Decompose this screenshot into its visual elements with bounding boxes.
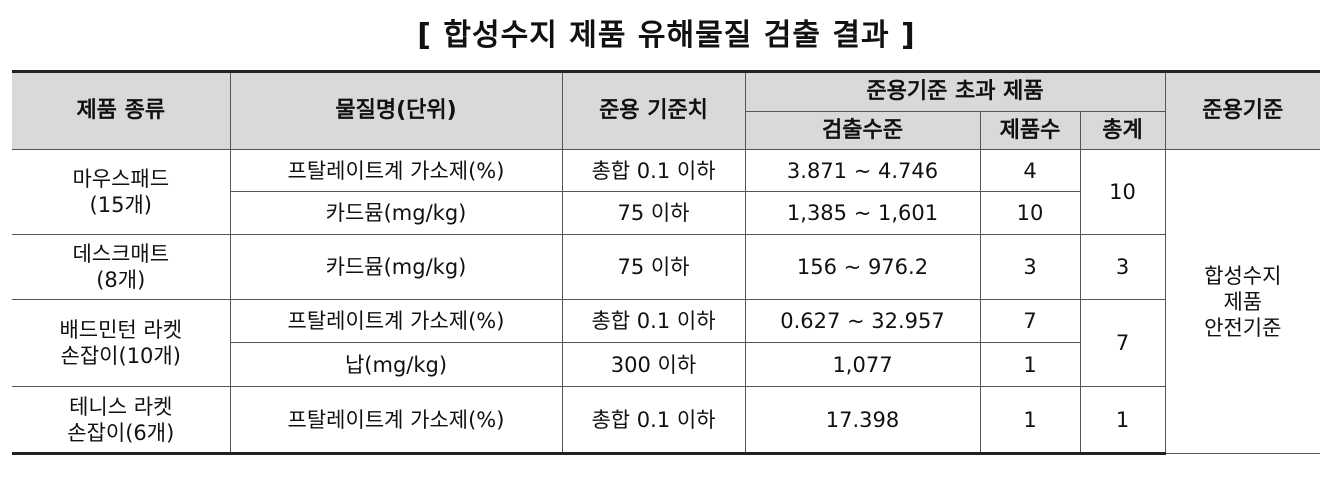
cell-line: 마우스패드	[72, 167, 170, 191]
header-cell: 물질명(단위)	[229, 70, 563, 150]
header-cell: 준용기준	[1164, 70, 1321, 150]
detected-cell: 1,385 ~ 1,601	[744, 191, 981, 235]
header-cell: 제품수	[979, 111, 1081, 150]
standard-value-cell: 75 이하	[561, 234, 746, 300]
substance-cell: 프탈레이트계 가소제(%)	[229, 149, 563, 192]
title: [ 합성수지 제품 유해물질 검출 결과 ]	[417, 18, 916, 53]
standard-value-cell: 300 이하	[561, 342, 746, 387]
standard-value-cell: 총합 0.1 이하	[561, 386, 746, 455]
substance-cell: 카드뮴(mg/kg)	[230, 191, 563, 235]
table-row: 배드민턴 라켓 손잡이(10개) 프탈레이트계 가소제(%) 총합 0.1 이하 0.6…	[12, 299, 1320, 387]
table-row: 테니스 라켓 손잡이(6개) 프탈레이트계 가소제(%) 총합 0.1 이하 17.39…	[12, 386, 1320, 455]
header-cell: 검출수준	[745, 111, 981, 150]
count-cell: 10	[979, 191, 1080, 235]
standard-value-cell: 총합 0.1 이하	[561, 299, 746, 343]
total-cell: 10	[1079, 149, 1166, 235]
table-body: 마우스패드 (15개) 프탈레이트계 가소제(%) 총합 0.1 이하 3.871 ~ …	[12, 149, 1321, 455]
cell-line: (8개)	[96, 268, 146, 292]
total-cell: 7	[1079, 299, 1166, 387]
standard-value-cell: 총합 0.1 이하	[561, 149, 746, 192]
substance-cell: 프탈레이트계 가소제(%)	[229, 386, 563, 455]
product-cell: 마우스패드 (15개)	[12, 149, 231, 235]
header-cell: 준용 기준치	[561, 70, 746, 150]
count-cell: 7	[979, 299, 1081, 343]
detected-cell: 1,077	[744, 342, 981, 387]
detected-cell: 156 ~ 976.2	[744, 234, 981, 300]
product-cell: 배드민턴 라켓 손잡이(10개)	[12, 299, 231, 387]
cell-line: 합성수지	[1204, 263, 1282, 288]
header-cell: 제품 종류	[12, 70, 231, 150]
header-cell: 준용기준 초과 제품	[744, 70, 1166, 112]
count-cell: 3	[979, 234, 1081, 300]
count-cell: 1	[979, 386, 1081, 455]
cell-line: 테니스 라켓	[69, 394, 173, 419]
product-cell: 데스크매트 (8개)	[12, 234, 231, 300]
table-row: 납(mg/kg) 300 이하 1,077 1	[12, 342, 1320, 387]
cell-line: 배드민턴 라켓	[59, 318, 183, 342]
substance-cell: 납(mg/kg)	[230, 342, 563, 387]
result-table: 제품 종류 물질명(단위) 준용 기준치 준용기준 초과 제품 준용기준 검출수…	[12, 70, 1321, 455]
count-cell: 1	[979, 342, 1080, 387]
total-cell: 3	[1079, 234, 1166, 300]
cell-line: 손잡이(6개)	[67, 420, 175, 445]
substance-cell: 카드뮴(mg/kg)	[229, 234, 563, 300]
standard-value-cell: 75 이하	[561, 191, 746, 235]
detected-cell: 3.871 ~ 4.746	[744, 149, 981, 192]
cell-line: 제품	[1223, 289, 1263, 314]
detected-cell: 17.398	[744, 386, 981, 455]
table-row: 카드뮴(mg/kg) 75 이하 1,385 ~ 1,601 10	[12, 191, 1320, 235]
header-cell: 총계	[1079, 111, 1166, 150]
cell-line: (15개)	[89, 193, 152, 217]
cell-line: 데스크매트	[72, 242, 170, 266]
table-row: 마우스패드 (15개) 프탈레이트계 가소제(%) 총합 0.1 이하 3.871 ~ …	[12, 149, 1321, 454]
count-cell: 4	[979, 149, 1081, 192]
cell-line: 안전기준	[1204, 315, 1282, 340]
cell-line: 손잡이(10개)	[60, 344, 181, 368]
table-row: 데스크매트 (8개) 카드뮴(mg/kg) 75 이하 156 ~ 976.2 3 3	[12, 234, 1320, 300]
product-cell: 테니스 라켓 손잡이(6개)	[12, 386, 231, 455]
substance-cell: 프탈레이트계 가소제(%)	[229, 299, 563, 343]
detected-cell: 0.627 ~ 32.957	[744, 299, 981, 343]
standard-cell: 합성수지 제품 안전기준	[1164, 149, 1321, 454]
total-cell: 1	[1079, 386, 1166, 455]
